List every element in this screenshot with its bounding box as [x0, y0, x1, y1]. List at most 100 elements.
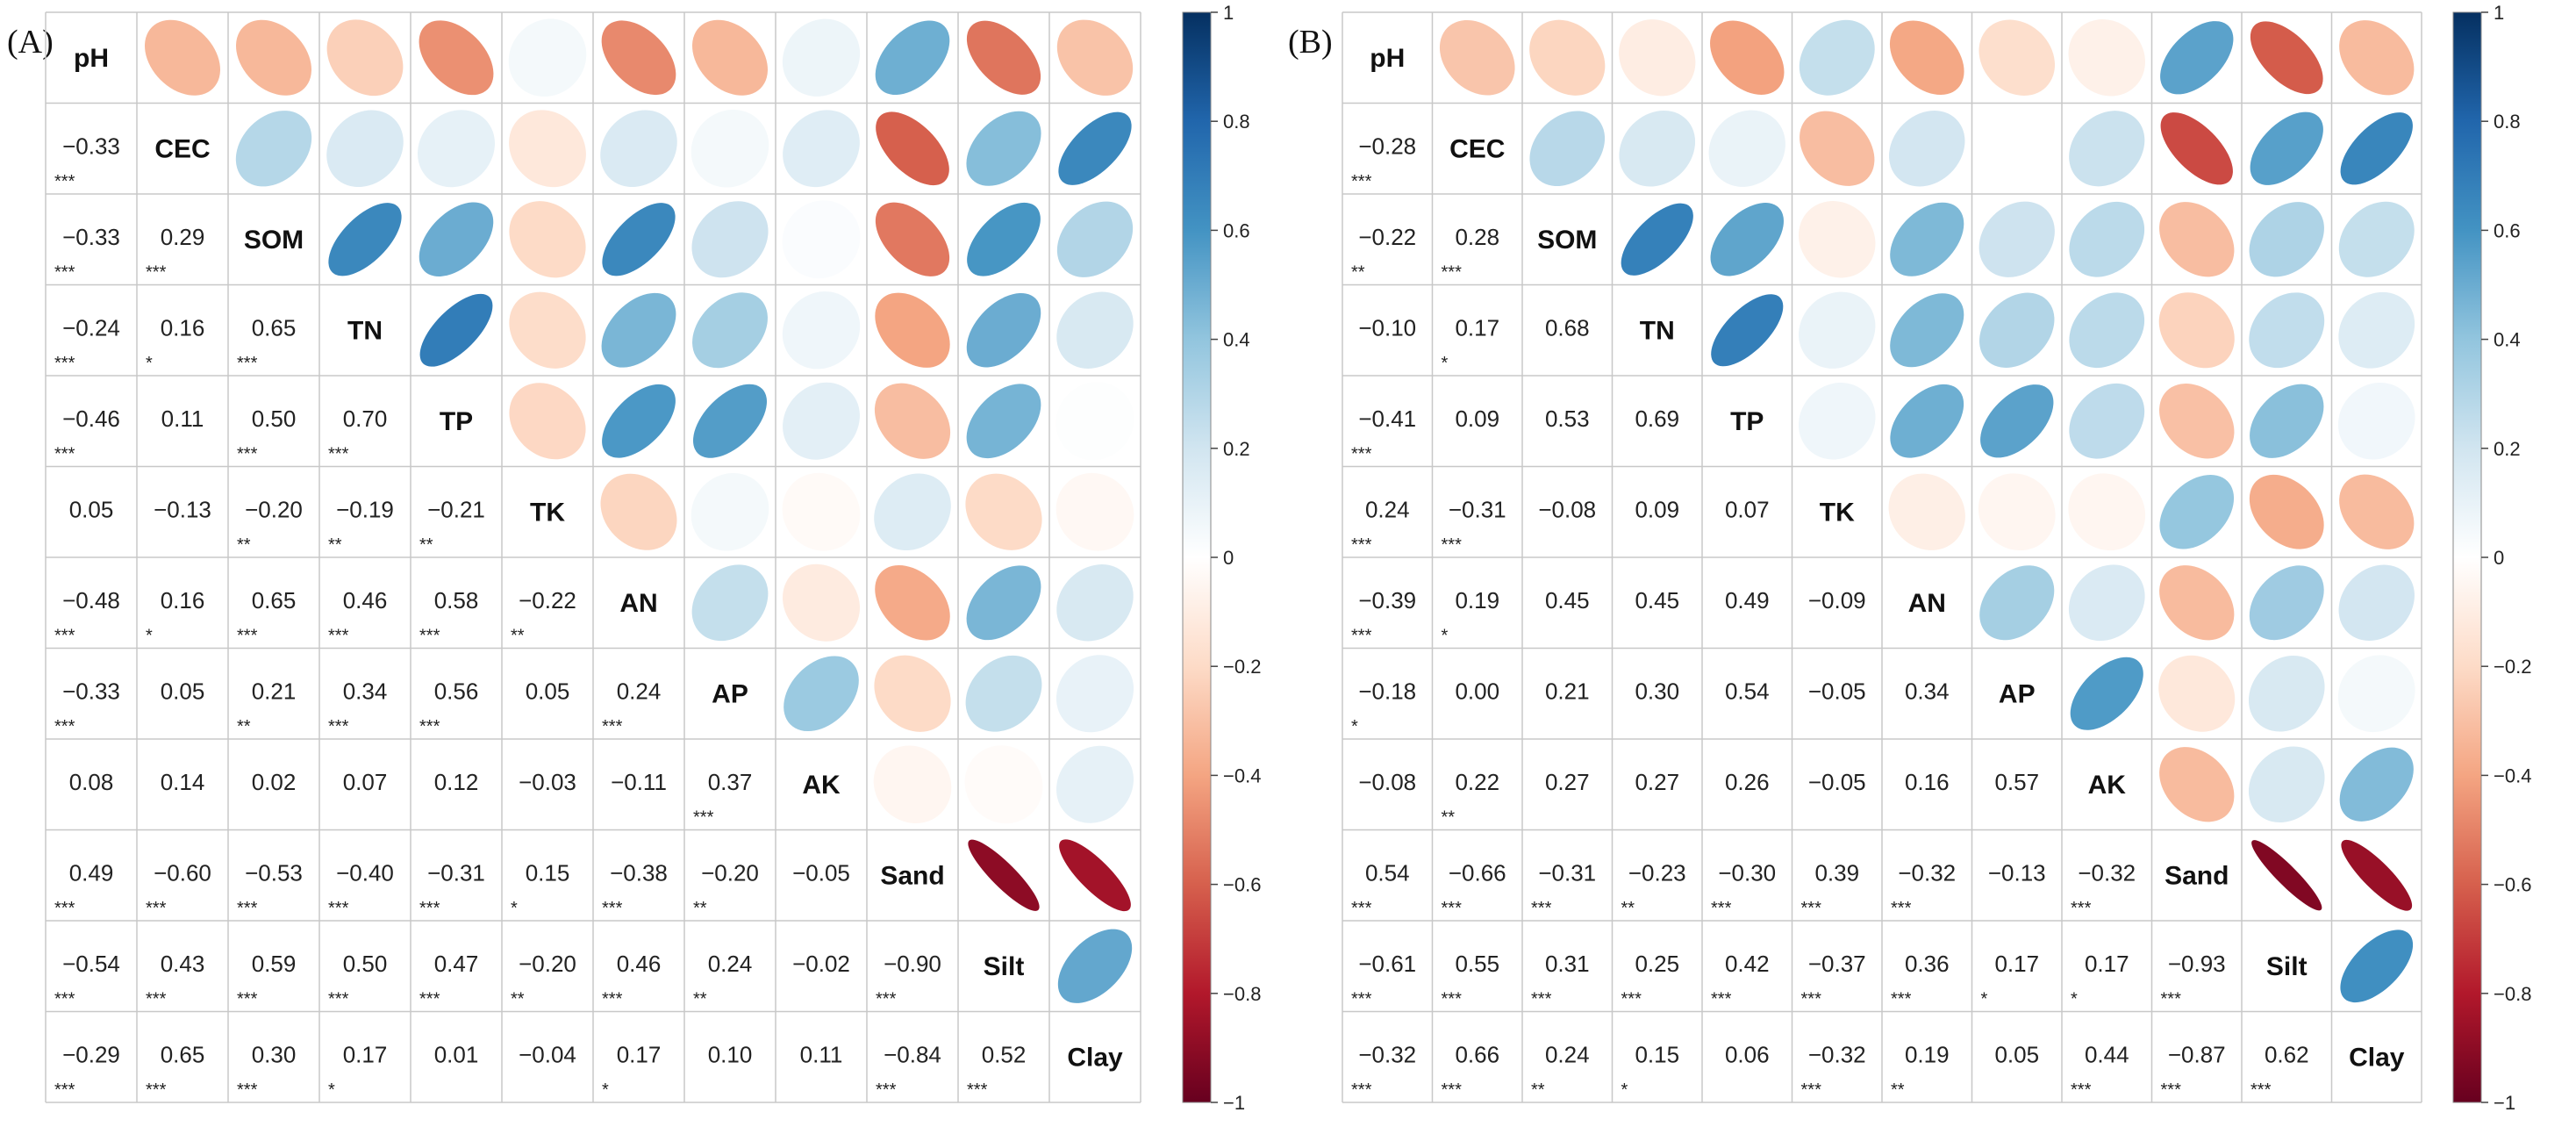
significance-stars: ***	[1711, 899, 1732, 918]
corr-value: −0.31	[1449, 496, 1506, 522]
corr-value: −0.09	[1808, 587, 1866, 614]
significance-stars: ***	[693, 808, 714, 828]
corr-value: −0.61	[1358, 951, 1416, 977]
corr-value: 0.50	[343, 951, 388, 977]
corr-ellipse	[965, 473, 1042, 550]
corr-value: 0.52	[982, 1041, 1027, 1067]
corr-ellipse	[1979, 565, 2055, 641]
corr-ellipse	[1055, 655, 1134, 733]
corr-value: −0.41	[1358, 406, 1416, 432]
corr-value: −0.20	[245, 496, 303, 522]
corr-value: −0.48	[62, 587, 120, 614]
corr-ellipse	[328, 203, 402, 276]
corr-value: −0.18	[1358, 678, 1416, 704]
variable-label-tk: TK	[1820, 498, 1855, 527]
corr-ellipse	[692, 19, 768, 96]
variable-label-ap: AP	[712, 679, 748, 708]
corr-ellipse	[1799, 201, 1876, 278]
significance-stars: ***	[54, 717, 75, 736]
corr-value: −0.39	[1358, 587, 1416, 614]
corr-value: 0.46	[617, 951, 662, 977]
significance-stars: ***	[419, 717, 440, 736]
corr-value: 0.02	[252, 769, 297, 795]
corr-ellipse	[2251, 840, 2322, 911]
significance-stars: ***	[1351, 627, 1372, 646]
significance-stars: ***	[237, 354, 258, 373]
corr-value: 0.43	[161, 951, 205, 977]
significance-stars: ***	[1621, 990, 1642, 1009]
corr-ellipse	[602, 384, 676, 458]
corr-ellipse	[2068, 473, 2146, 551]
corr-ellipse	[1439, 19, 1515, 96]
corr-value: −0.33	[62, 678, 120, 704]
corr-ellipse	[2249, 565, 2324, 641]
corr-ellipse	[601, 20, 676, 96]
significance-stars: **	[419, 535, 433, 555]
significance-stars: **	[1351, 263, 1365, 283]
corr-value: −0.22	[1358, 224, 1416, 250]
significance-stars: ***	[1801, 990, 1822, 1009]
corr-ellipse	[1056, 745, 1134, 823]
corr-ellipse	[966, 384, 1041, 459]
corr-ellipse	[876, 111, 949, 186]
colorbar-tick-label: 0.8	[2494, 111, 2521, 133]
colorbar-tick-label: −0.4	[2494, 764, 2531, 786]
significance-stars: **	[511, 627, 525, 646]
significance-stars: ***	[146, 1080, 167, 1100]
significance-stars: ***	[54, 990, 75, 1009]
colorbar-tick-label: 0	[1223, 547, 1234, 569]
corr-ellipse	[2341, 839, 2413, 911]
significance-stars: ***	[1442, 1080, 1463, 1100]
corr-value: −0.24	[62, 314, 120, 341]
corr-value: −0.38	[610, 859, 668, 886]
corr-ellipse	[1529, 111, 1606, 187]
corr-ellipse	[1056, 291, 1134, 369]
significance-stars: ***	[1351, 445, 1372, 464]
corr-ellipse	[783, 563, 860, 642]
corr-value: 0.62	[2265, 1041, 2309, 1067]
corr-value: −0.33	[62, 133, 120, 159]
variable-label-an: AN	[1908, 589, 1946, 618]
corr-value: 0.17	[1455, 314, 1499, 341]
corr-ellipse	[419, 293, 493, 367]
significance-stars: *	[1981, 990, 1988, 1009]
corr-ellipse	[1888, 473, 1965, 550]
corr-value: 0.07	[1725, 496, 1770, 522]
significance-stars: ***	[146, 899, 167, 918]
corr-value: −0.19	[336, 496, 394, 522]
corr-value: 0.16	[161, 587, 205, 614]
colorbar-tick-label: −1	[2494, 1092, 2515, 1114]
corr-value: −0.31	[1538, 859, 1596, 886]
corr-ellipse	[2069, 201, 2145, 277]
corr-value: 0.05	[69, 496, 114, 522]
variable-label-sand: Sand	[880, 861, 944, 890]
corr-ellipse	[2159, 202, 2235, 277]
corr-value: 0.17	[2085, 951, 2129, 977]
corr-value: −0.20	[519, 951, 576, 977]
corr-ellipse	[235, 111, 312, 187]
corr-ellipse	[508, 18, 587, 97]
corr-ellipse	[1890, 202, 1964, 276]
corr-value: −0.53	[245, 859, 303, 886]
corr-value: 0.65	[252, 587, 297, 614]
significance-stars: **	[237, 717, 251, 736]
corr-ellipse	[1889, 111, 1965, 187]
corr-ellipse	[2338, 291, 2415, 369]
corr-ellipse	[1057, 929, 1133, 1003]
corr-value: −0.05	[1808, 769, 1866, 795]
corr-value: 0.55	[1455, 951, 1499, 977]
corr-ellipse	[1979, 19, 2055, 96]
variable-label-tp: TP	[1730, 407, 1764, 436]
significance-stars: ***	[1531, 990, 1552, 1009]
corr-value: 0.49	[69, 859, 114, 886]
corr-ellipse	[1800, 111, 1875, 186]
corr-value: −0.90	[884, 951, 941, 977]
corr-ellipse	[1799, 291, 1876, 369]
significance-stars: ***	[54, 899, 75, 918]
corr-value: 0.09	[1455, 406, 1499, 432]
corr-value: −0.13	[1988, 859, 2046, 886]
significance-stars: ***	[419, 899, 440, 918]
colorbar-tick-label: −0.6	[2494, 874, 2531, 896]
significance-stars: ***	[237, 627, 258, 646]
corr-ellipse	[873, 745, 952, 824]
